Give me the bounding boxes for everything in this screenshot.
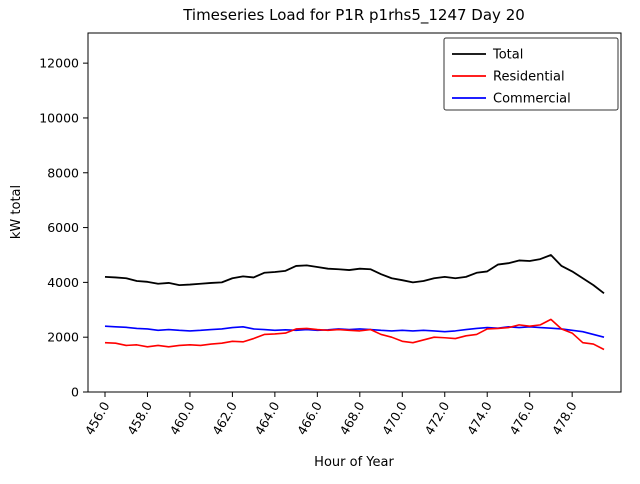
y-tick-label: 4000	[47, 275, 79, 290]
y-tick-label: 2000	[47, 330, 79, 345]
x-axis-ticks: 456.0 458.0 460.0 462.0 464.0 466.0 468.0 470.0…	[82, 392, 580, 438]
x-axis-label: Hour of Year	[314, 455, 394, 470]
x-tick-label: 456.0	[82, 399, 113, 438]
series-line-commercial	[104, 325, 605, 338]
y-tick-label: 6000	[47, 220, 79, 235]
y-axis-ticks: 0 2000 4000 6000 8000 10000 12000	[39, 56, 88, 400]
x-tick-label: 470.0	[379, 399, 410, 438]
chart-title: Timeseries Load for P1R p1rhs5_1247 Day …	[182, 6, 525, 25]
y-tick-label: 10000	[39, 110, 79, 125]
plot-frame	[87, 32, 622, 393]
series-line-residential	[104, 318, 605, 351]
x-tick-label: 460.0	[167, 399, 198, 438]
legend-frame	[443, 37, 619, 111]
x-tick-label: 458.0	[124, 399, 155, 438]
series-lines	[104, 254, 605, 351]
x-tick-label: 462.0	[209, 399, 240, 438]
x-tick-label: 466.0	[294, 399, 325, 438]
y-tick-label: 0	[71, 385, 79, 400]
x-tick-label: 478.0	[549, 399, 580, 438]
legend: Total Residential Commercial	[443, 37, 619, 111]
x-tick-label: 464.0	[252, 399, 283, 438]
x-tick-label: 468.0	[337, 399, 368, 438]
y-tick-label: 12000	[39, 56, 79, 71]
y-axis-label: kW total	[9, 185, 24, 239]
x-tick-label: 472.0	[421, 399, 452, 438]
x-tick-label: 474.0	[464, 399, 495, 438]
series-line-total	[104, 254, 605, 295]
legend-label-residential: Residential	[493, 70, 565, 85]
legend-label-total: Total	[492, 48, 523, 63]
x-tick-label: 476.0	[506, 399, 537, 438]
legend-label-commercial: Commercial	[493, 92, 571, 107]
y-tick-label: 8000	[47, 165, 79, 180]
